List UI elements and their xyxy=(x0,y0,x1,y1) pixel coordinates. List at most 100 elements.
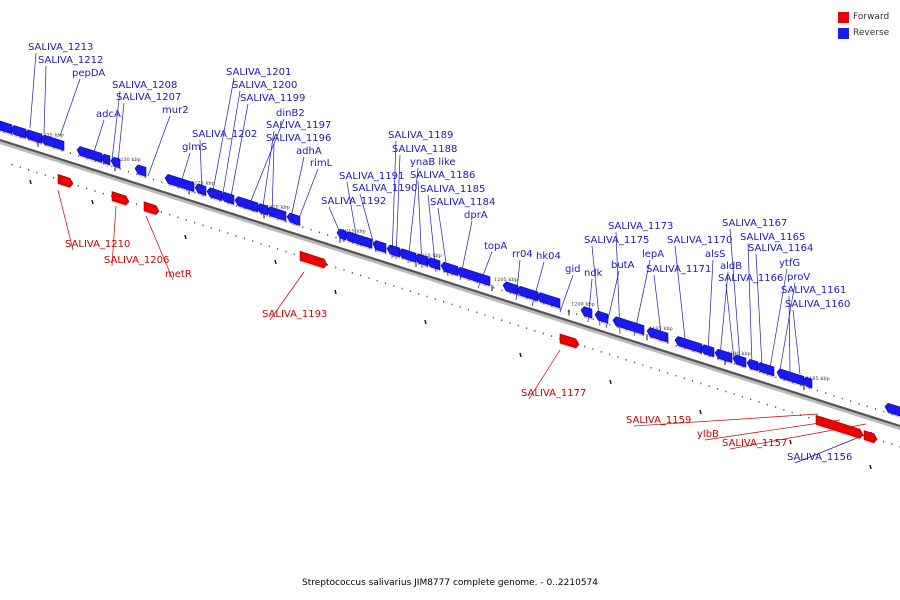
reverse-gene-label-leader xyxy=(674,245,687,349)
gene-body xyxy=(426,257,441,271)
reverse-gene-label: aldB xyxy=(720,261,742,272)
minor-tick xyxy=(517,324,519,327)
minor-tick xyxy=(426,295,428,298)
minor-tick xyxy=(675,374,677,377)
reverse-gene-label: proV xyxy=(787,272,810,283)
minor-tick xyxy=(658,369,660,372)
minor-tick xyxy=(20,136,22,139)
reverse-gene xyxy=(884,402,900,418)
minor-tick xyxy=(127,170,130,173)
tick-layer: 1235 kbp 1230 kbp 1225 kbp 1220 kbp 1215 kbp… xyxy=(3,131,900,470)
minor-tick xyxy=(534,329,536,332)
forward-gene-label: SALIVA_1206 xyxy=(104,255,169,266)
minor-tick xyxy=(684,347,686,350)
minor-tick xyxy=(219,199,221,202)
forward-gene xyxy=(821,416,864,441)
reverse-gene xyxy=(714,348,733,365)
minor-tick xyxy=(725,390,727,393)
minor-tick xyxy=(185,219,187,221)
reverse-gene xyxy=(234,196,259,214)
kbp-tick-label: 1200 kbp xyxy=(571,301,595,307)
kbp-tick-label: 1235 kbp xyxy=(40,133,64,139)
forward-gene xyxy=(57,174,74,190)
minor-tick xyxy=(617,326,619,329)
minor-tick xyxy=(218,229,221,232)
minor-tick xyxy=(576,313,578,315)
reverse-gene-label-leader xyxy=(788,295,791,373)
minor-tick xyxy=(360,244,362,247)
minor-tick xyxy=(401,257,403,260)
reverse-gene xyxy=(344,231,373,251)
minor-tick xyxy=(360,274,362,277)
major-tick-mark xyxy=(424,319,427,325)
gene-body xyxy=(110,156,121,169)
minor-tick xyxy=(285,220,287,223)
minor-tick xyxy=(601,321,603,323)
reverse-gene-label: rimL xyxy=(310,158,333,169)
reverse-gene-label: lepA xyxy=(642,249,664,260)
reverse-gene-label-leader xyxy=(395,154,401,260)
gene-body xyxy=(594,310,609,324)
reverse-gene-label-leader xyxy=(792,309,801,375)
minor-tick xyxy=(584,315,586,318)
minor-tick xyxy=(841,397,843,400)
minor-tick xyxy=(518,294,520,297)
minor-tick xyxy=(202,224,204,227)
minor-tick xyxy=(617,356,619,358)
reverse-gene-label: rr04 xyxy=(512,249,533,260)
reverse-gene xyxy=(110,156,121,171)
minor-tick xyxy=(484,284,486,286)
minor-tick xyxy=(559,307,561,310)
minor-tick xyxy=(874,408,877,410)
gene-body xyxy=(732,354,747,368)
axis-line xyxy=(0,138,900,428)
minor-tick xyxy=(542,332,544,335)
gene-body xyxy=(863,430,878,444)
reverse-gene-label: SALIVA_1192 xyxy=(321,196,386,207)
minor-tick xyxy=(252,240,254,242)
legend-reverse-label: Reverse xyxy=(853,28,890,38)
minor-tick xyxy=(69,152,71,154)
minor-tick xyxy=(567,310,569,313)
reverse-gene-label: SALIVA_1186 xyxy=(410,170,475,181)
reverse-gene-label-leader xyxy=(147,115,171,177)
minor-tick xyxy=(52,177,55,179)
minor-tick xyxy=(692,350,694,352)
minor-tick xyxy=(11,163,13,166)
gene-body xyxy=(164,174,195,193)
reverse-gene xyxy=(100,153,111,167)
kbp-tick-label: 1210 kbp xyxy=(418,253,442,259)
reverse-gene-label-leader xyxy=(747,242,753,365)
minor-tick xyxy=(269,215,271,218)
reverse-gene-label: glmS xyxy=(182,142,207,153)
minor-tick xyxy=(210,227,212,229)
reverse-gene-label-leader xyxy=(559,274,574,313)
minor-tick xyxy=(426,265,428,268)
minor-tick xyxy=(293,253,295,256)
minor-tick xyxy=(775,376,777,379)
minor-tick xyxy=(551,305,553,307)
reverse-gene-label-leader xyxy=(211,77,235,197)
reverse-gene-label: SALIVA_1170 xyxy=(667,235,732,246)
reverse-gene-label: SALIVA_1201 xyxy=(226,67,291,78)
minor-tick xyxy=(335,236,337,239)
gene-body xyxy=(134,164,147,177)
minor-tick xyxy=(791,381,794,384)
minor-tick xyxy=(592,318,594,321)
minor-tick xyxy=(335,266,337,269)
major-tick-mark xyxy=(869,464,872,470)
minor-tick xyxy=(758,371,760,373)
reverse-gene-label: SALIVA_1184 xyxy=(430,197,495,208)
reverse-gene-label-leader xyxy=(769,268,788,369)
minor-tick xyxy=(882,440,885,443)
minor-tick xyxy=(484,314,486,316)
reverse-gene-label-leader xyxy=(707,259,714,353)
reverse-gene-label-leader xyxy=(117,102,125,163)
minor-tick xyxy=(235,205,237,207)
forward-gene-label: ylbB xyxy=(697,429,719,440)
major-tick-mark xyxy=(609,379,612,385)
gene-body xyxy=(143,201,160,215)
minor-tick xyxy=(526,297,528,300)
legend-forward: Forward xyxy=(838,9,889,25)
minor-tick xyxy=(418,293,420,295)
